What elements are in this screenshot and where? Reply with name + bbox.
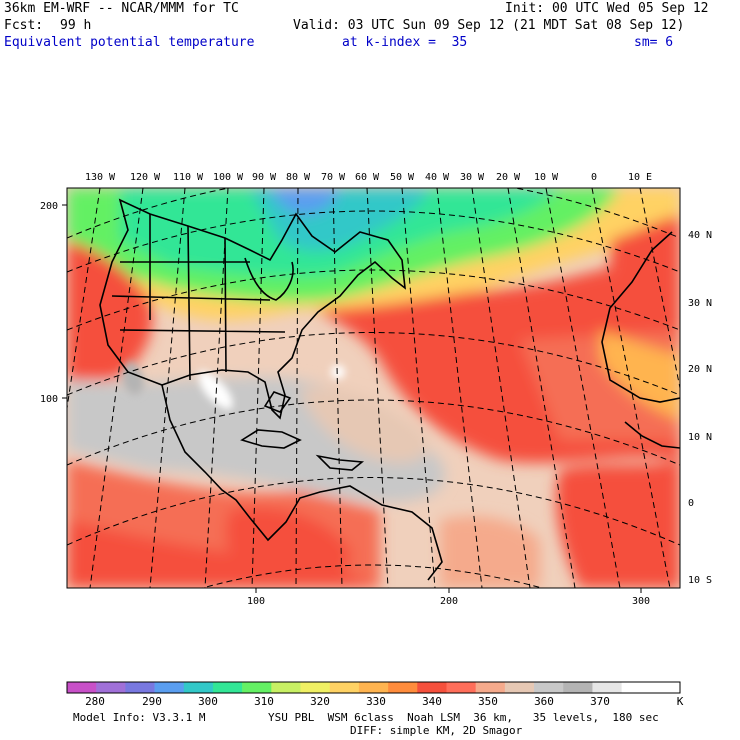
coastlines xyxy=(99,198,680,581)
colorbar-tick-label: 320 xyxy=(310,695,330,708)
field-name: Equivalent potential temperature xyxy=(4,35,255,50)
lon-label: 50 W xyxy=(390,172,415,183)
lon-label: 0 xyxy=(591,172,597,183)
model-physics: YSU PBL WSM 6class Noah LSM 36 km, 35 le… xyxy=(268,711,659,724)
colorbar-swatch xyxy=(96,682,126,693)
colorbar-tick-label: 360 xyxy=(534,695,554,708)
lat-label: 30 N xyxy=(688,298,712,309)
grid-index-label: 300 xyxy=(632,596,650,607)
lon-label: 130 W xyxy=(85,172,116,183)
colorbar-tick-label: 300 xyxy=(198,695,218,708)
lon-label: 90 W xyxy=(252,172,277,183)
lon-label: 40 W xyxy=(425,172,450,183)
smoothing-value: sm= 6 xyxy=(634,35,674,50)
colorbar-tick-label: 340 xyxy=(422,695,442,708)
grid-index-label: 100 xyxy=(40,394,58,405)
model-info: Model Info: V3.3.1 M xyxy=(73,711,206,724)
lon-label: 80 W xyxy=(286,172,311,183)
lat-label: 20 N xyxy=(688,364,712,375)
lon-label: 70 W xyxy=(321,172,346,183)
colorbar-swatch xyxy=(534,682,564,693)
colorbar-swatch xyxy=(242,682,272,693)
colorbar-swatch xyxy=(475,682,506,693)
colorbar-swatch xyxy=(300,682,331,693)
lat-label: 0 xyxy=(688,498,694,509)
lon-label: 120 W xyxy=(130,172,161,183)
colorbar xyxy=(66,681,681,694)
colorbar-swatch xyxy=(212,682,243,693)
grid-index-label: 100 xyxy=(247,596,265,607)
right-latitude-labels: 40 N 30 N 20 N 10 N 0 10 S xyxy=(688,230,712,586)
equivalent-potential-temperature-field xyxy=(67,188,680,588)
init-time: Init: 00 UTC Wed 05 Sep 12 xyxy=(505,1,709,16)
lon-label: 110 W xyxy=(173,172,204,183)
map-frame xyxy=(66,187,681,589)
vertical-level: at k-index = 35 xyxy=(342,35,468,50)
colorbar-swatch xyxy=(621,682,652,693)
lon-label: 30 W xyxy=(460,172,485,183)
grid-index-label: 200 xyxy=(440,596,458,607)
colorbar-swatch xyxy=(154,682,185,693)
colorbar-tick-labels: 280 290 300 310 320 330 340 350 360 370 … xyxy=(85,695,684,708)
colorbar-tick-label: 370 xyxy=(590,695,610,708)
colorbar-swatch xyxy=(417,682,447,693)
colorbar-tick-label: 280 xyxy=(85,695,105,708)
forecast-hour: 99 h xyxy=(60,18,92,33)
colorbar-tick-label: 310 xyxy=(254,695,274,708)
model-title: 36km EM-WRF -- NCAR/MMM for TC xyxy=(4,1,239,16)
colorbar-swatch xyxy=(329,682,360,693)
grid-index-label: 200 xyxy=(40,201,58,212)
colorbar-tick-label: 330 xyxy=(366,695,386,708)
colorbar-unit: K xyxy=(677,695,684,708)
colorbar-swatch xyxy=(271,682,301,693)
lon-label: 10 W xyxy=(534,172,559,183)
colorbar-swatch xyxy=(563,682,593,693)
graticule xyxy=(67,188,680,588)
lon-label: 60 W xyxy=(355,172,380,183)
colorbar-swatch xyxy=(183,682,214,693)
lat-label: 10 S xyxy=(688,575,712,586)
colorbar-swatch xyxy=(592,682,622,693)
colorbar-swatch xyxy=(67,682,97,693)
model-diffusion: DIFF: simple KM, 2D Smagor xyxy=(350,724,523,737)
forecast-label: Fcst: xyxy=(4,18,44,33)
grid-index-labels: 200 100 100 200 300 xyxy=(40,201,650,607)
lon-label: 10 E xyxy=(628,172,652,183)
lon-label: 100 W xyxy=(213,172,244,183)
valid-time: Valid: 03 UTC Sun 09 Sep 12 (21 MDT Sat … xyxy=(293,18,685,33)
colorbar-frame xyxy=(66,681,681,694)
top-longitude-labels: 130 W 120 W 110 W 100 W 90 W 80 W 70 W 6… xyxy=(85,172,652,183)
colorbar-swatch xyxy=(388,682,418,693)
lat-label: 40 N xyxy=(688,230,712,241)
colorbar-swatch xyxy=(446,682,476,693)
colorbar-swatch xyxy=(358,682,389,693)
colorbar-tick-label: 290 xyxy=(142,695,162,708)
lat-label: 10 N xyxy=(688,432,712,443)
colorbar-swatch xyxy=(125,682,155,693)
colorbar-swatch xyxy=(504,682,535,693)
colorbar-swatch xyxy=(650,682,681,693)
colorbar-tick-label: 350 xyxy=(478,695,498,708)
lon-label: 20 W xyxy=(496,172,521,183)
